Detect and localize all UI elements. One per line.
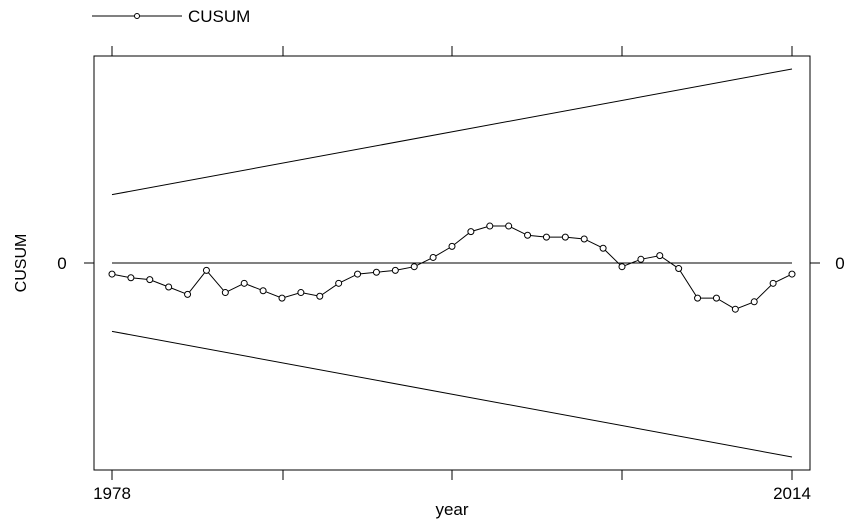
legend-marker: [134, 13, 140, 19]
lower-bound-line: [111, 330, 793, 458]
cusum-point: [750, 298, 758, 306]
cusum-point: [278, 294, 286, 302]
legend-label: CUSUM: [188, 7, 250, 26]
cusum-point: [675, 265, 683, 273]
cusum-point: [165, 283, 173, 291]
legend: CUSUM: [92, 7, 250, 26]
cusum-point: [354, 270, 362, 278]
cusum-point: [467, 228, 475, 236]
cusum-point: [580, 235, 588, 243]
cusum-point: [448, 242, 456, 250]
significance-bounds: [111, 68, 793, 458]
x-axis-title: year: [435, 500, 468, 519]
cusum-point: [505, 222, 513, 230]
cusum-point: [335, 279, 343, 287]
cusum-series: [108, 222, 796, 313]
cusum-point: [221, 289, 229, 297]
cusum-point: [410, 263, 418, 271]
cusum-point: [637, 255, 645, 263]
cusum-point: [108, 270, 116, 278]
cusum-point: [599, 244, 607, 252]
cusum-point: [694, 294, 702, 302]
y-tick-label-right: 0: [835, 254, 844, 273]
x-ticks: [111, 46, 793, 480]
cusum-point: [618, 263, 626, 271]
cusum-point: [391, 266, 399, 274]
y-tick-label-left: 0: [57, 254, 66, 273]
x-tick-label-start: 1978: [93, 484, 131, 503]
cusum-point: [542, 233, 550, 241]
cusum-point: [769, 279, 777, 287]
cusum-point: [146, 276, 154, 284]
cusum-line: [111, 225, 793, 310]
cusum-point: [372, 268, 380, 276]
cusum-point: [486, 222, 494, 230]
cusum-point: [316, 292, 324, 300]
y-axis-title: CUSUM: [13, 234, 30, 293]
cusum-point: [656, 252, 664, 260]
cusum-point: [127, 274, 135, 282]
cusum-point: [297, 289, 305, 297]
cusum-point: [712, 294, 720, 302]
cusum-point: [524, 231, 532, 239]
upper-bound-line: [111, 68, 793, 196]
cusum-point: [240, 279, 248, 287]
cusum-point: [429, 253, 437, 261]
x-tick-label-end: 2014: [773, 484, 811, 503]
cusum-point: [184, 290, 192, 298]
cusum-point: [731, 305, 739, 313]
cusum-point: [561, 233, 569, 241]
cusum-point: [259, 287, 267, 295]
cusum-point: [202, 266, 210, 274]
cusum-point: [788, 270, 796, 278]
